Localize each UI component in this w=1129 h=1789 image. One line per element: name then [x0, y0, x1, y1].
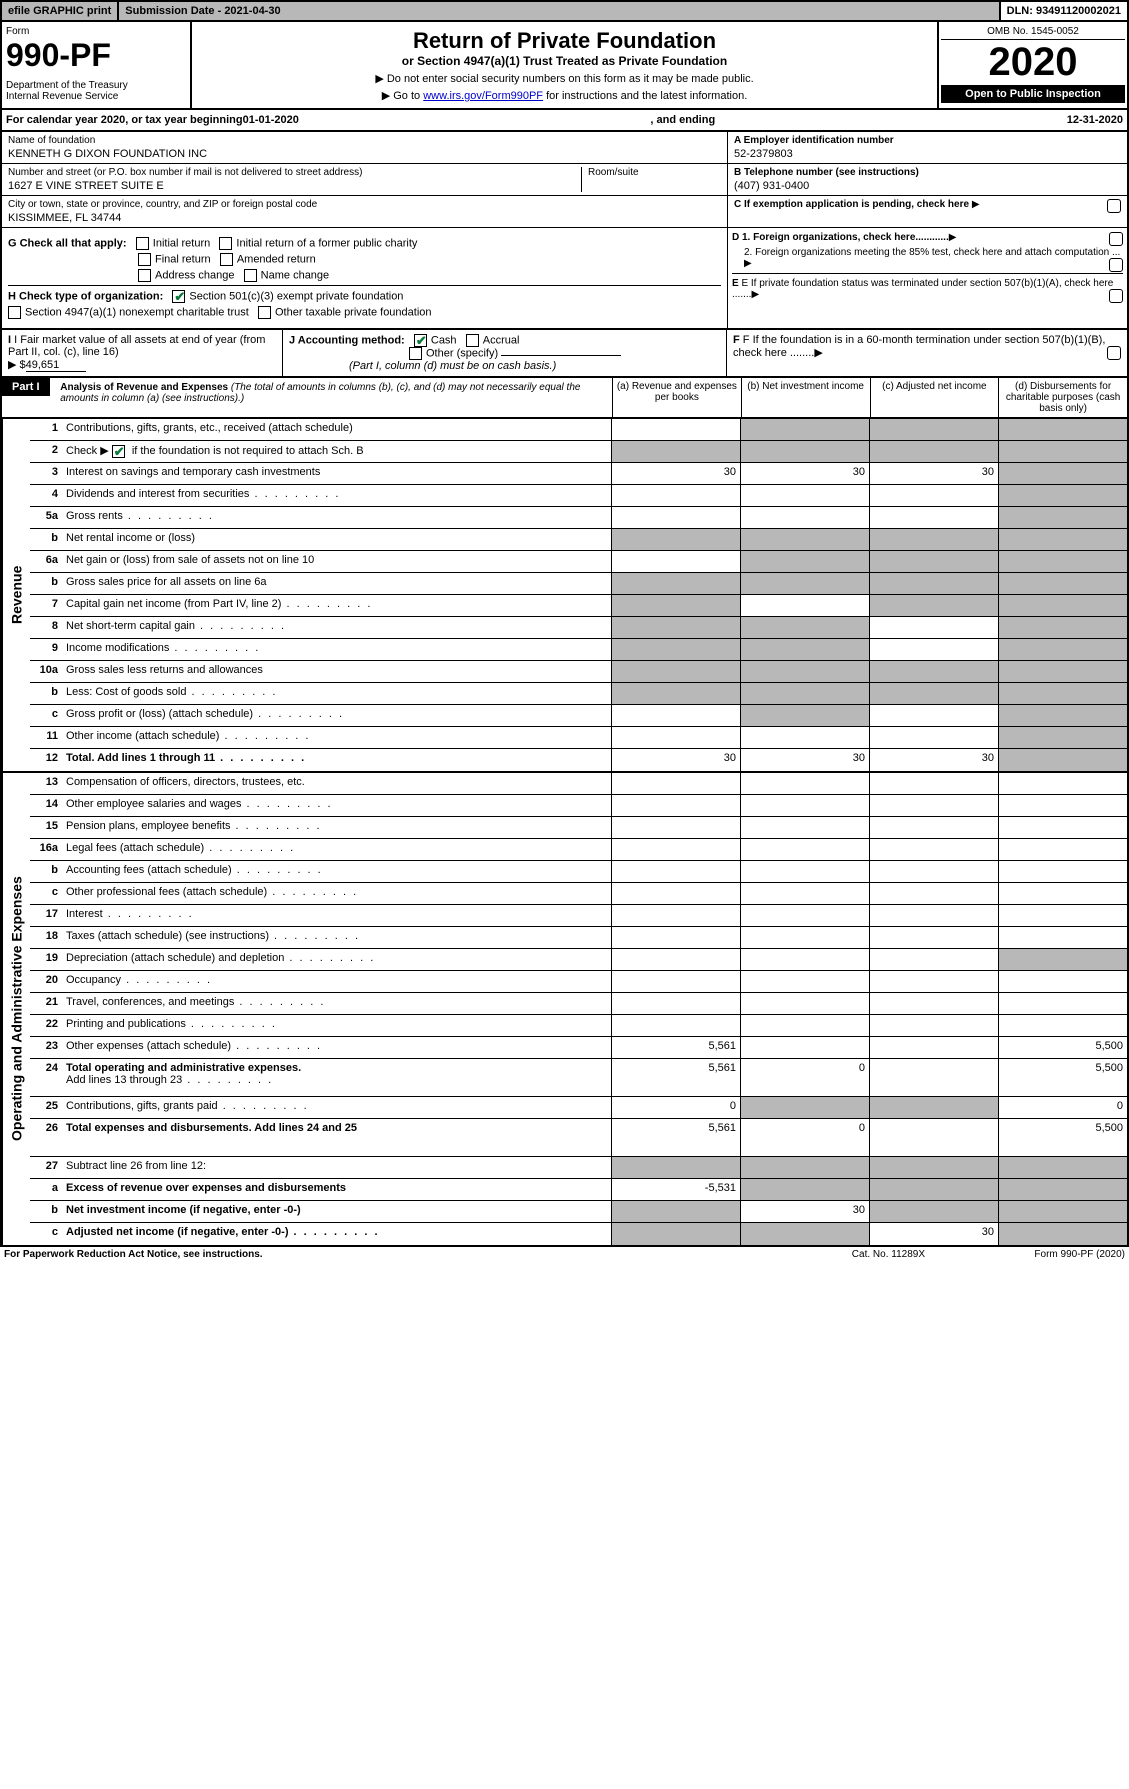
street-address: 1627 E VINE STREET SUITE E [8, 180, 581, 192]
r12-b: 30 [740, 749, 869, 771]
r27b-b: 30 [740, 1201, 869, 1222]
revenue-label: Revenue [2, 419, 30, 771]
checkbox-initial-return[interactable] [136, 237, 149, 250]
r23-d: 5,500 [998, 1037, 1127, 1058]
name-label: Name of foundation [8, 135, 721, 146]
form-footer: Form 990-PF (2020) [925, 1249, 1125, 1260]
r27c-c: 30 [869, 1223, 998, 1245]
col-a-header: (a) Revenue and expenses per books [612, 378, 741, 417]
open-to-public: Open to Public Inspection [941, 85, 1125, 103]
fmv-assets: 49,651 [26, 359, 86, 372]
r23-a: 5,561 [611, 1037, 740, 1058]
foundation-name: KENNETH G DIXON FOUNDATION INC [8, 148, 721, 160]
col-c-header: (c) Adjusted net income [870, 378, 999, 417]
ein: 52-2379803 [734, 148, 1121, 160]
r27a-a: -5,531 [611, 1179, 740, 1200]
j-label: J Accounting method: [289, 334, 405, 346]
d1-label: D 1. Foreign organizations, check here..… [732, 232, 949, 243]
j-note: (Part I, column (d) must be on cash basi… [289, 360, 720, 372]
checkbox-other-method[interactable] [409, 347, 422, 360]
col-b-header: (b) Net investment income [741, 378, 870, 417]
identification-block: Name of foundation KENNETH G DIXON FOUND… [0, 132, 1129, 227]
checkbox-cash[interactable] [414, 334, 427, 347]
note-link: ▶ Go to www.irs.gov/Form990PF for instru… [198, 89, 931, 102]
r12-c: 30 [869, 749, 998, 771]
revenue-section: Revenue 1Contributions, gifts, grants, e… [0, 419, 1129, 773]
r26-d: 5,500 [998, 1119, 1127, 1156]
part1-header-row: Part I Analysis of Revenue and Expenses … [0, 378, 1129, 419]
addr-label: Number and street (or P.O. box number if… [8, 167, 581, 178]
form-number: 990-PF [6, 37, 186, 74]
top-bar: efile GRAPHIC print Submission Date - 20… [0, 0, 1129, 22]
checkbox-4947[interactable] [8, 306, 21, 319]
checkbox-amended[interactable] [220, 253, 233, 266]
e-label: E If private foundation status was termi… [732, 278, 1113, 300]
cat-no: Cat. No. 11289X [852, 1249, 925, 1260]
telephone: (407) 931-0400 [734, 180, 1121, 192]
part1-title: Analysis of Revenue and Expenses [60, 382, 228, 393]
d2-label: 2. Foreign organizations meeting the 85%… [744, 247, 1120, 258]
r12-a: 30 [611, 749, 740, 771]
expenses-label: Operating and Administrative Expenses [2, 773, 30, 1245]
r26-b: 0 [740, 1119, 869, 1156]
checkbox-other-taxable[interactable] [258, 306, 271, 319]
tax-year-begin: 01-01-2020 [243, 114, 299, 126]
checkbox-accrual[interactable] [466, 334, 479, 347]
calendar-year-row: For calendar year 2020, or tax year begi… [0, 110, 1129, 132]
col-d-header: (d) Disbursements for charitable purpose… [998, 378, 1127, 417]
r26-a: 5,561 [611, 1119, 740, 1156]
ein-label: A Employer identification number [734, 135, 1121, 146]
h-label: H Check type of organization: [8, 290, 163, 302]
irs-link[interactable]: www.irs.gov/Form990PF [423, 90, 543, 102]
r3-b: 30 [740, 463, 869, 484]
checkbox-address-change[interactable] [138, 269, 151, 282]
r3-a: 30 [611, 463, 740, 484]
r24-a: 5,561 [611, 1059, 740, 1096]
dept-treasury: Department of the Treasury Internal Reve… [6, 80, 186, 102]
main-title: Return of Private Foundation [198, 28, 931, 54]
r3-c: 30 [869, 463, 998, 484]
checkbox-d2[interactable] [1109, 258, 1123, 272]
checkbox-c[interactable] [1107, 199, 1121, 213]
checkbox-d1[interactable] [1109, 232, 1123, 246]
section-i-j: I I Fair market value of all assets at e… [0, 330, 1129, 378]
page-footer: For Paperwork Reduction Act Notice, see … [0, 1247, 1129, 1262]
paperwork-notice: For Paperwork Reduction Act Notice, see … [4, 1249, 852, 1260]
g-label: G Check all that apply: [8, 237, 127, 249]
room-suite-label: Room/suite [581, 167, 721, 192]
checkbox-e[interactable] [1109, 289, 1123, 303]
i-label: I I Fair market value of all assets at e… [8, 334, 276, 358]
city-label: City or town, state or province, country… [8, 199, 721, 210]
r25-a: 0 [611, 1097, 740, 1118]
section-g-h: G Check all that apply: Initial return I… [0, 227, 1129, 330]
r24-d: 5,500 [998, 1059, 1127, 1096]
f-label: F If the foundation is in a 60-month ter… [733, 334, 1105, 359]
note-ssn: ▶ Do not enter social security numbers o… [198, 72, 931, 85]
tel-label: B Telephone number (see instructions) [734, 167, 1121, 178]
checkbox-name-change[interactable] [244, 269, 257, 282]
part1-badge: Part I [2, 378, 50, 396]
tax-year: 2020 [941, 40, 1125, 85]
checkbox-final-return[interactable] [138, 253, 151, 266]
tax-year-end: 12-31-2020 [1067, 114, 1123, 126]
omb-number: OMB No. 1545-0052 [941, 24, 1125, 40]
submission-date: Submission Date - 2021-04-30 [119, 2, 1000, 20]
efile-print-button[interactable]: efile GRAPHIC print [2, 2, 119, 20]
subtitle: or Section 4947(a)(1) Trust Treated as P… [198, 54, 931, 68]
form-header: Form 990-PF Department of the Treasury I… [0, 22, 1129, 110]
form-label: Form [6, 26, 186, 37]
checkbox-initial-former[interactable] [219, 237, 232, 250]
checkbox-f[interactable] [1107, 346, 1121, 360]
r25-d: 0 [998, 1097, 1127, 1118]
dln: DLN: 93491120002021 [1001, 2, 1127, 20]
r24-b: 0 [740, 1059, 869, 1096]
city-state-zip: KISSIMMEE, FL 34744 [8, 212, 721, 224]
expenses-section: Operating and Administrative Expenses 13… [0, 773, 1129, 1247]
checkbox-sch-b[interactable] [112, 445, 125, 458]
exemption-pending-label: C If exemption application is pending, c… [734, 199, 969, 210]
checkbox-501c3[interactable] [172, 290, 185, 303]
